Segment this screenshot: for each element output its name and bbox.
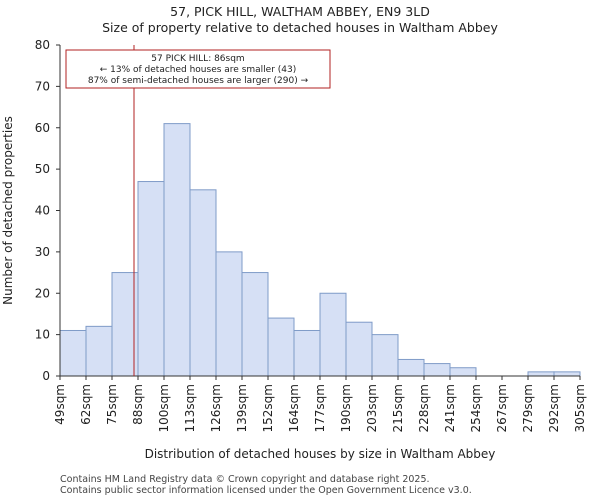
- y-tick-label: 0: [42, 369, 50, 383]
- bar: [189, 189, 217, 377]
- bar: [371, 334, 399, 377]
- annotation-line3: 87% of semi-detached houses are larger (…: [88, 76, 309, 86]
- bar: [163, 123, 191, 377]
- annotation-line1: 57 PICK HILL: 86sqm: [151, 54, 244, 64]
- x-tick-label: 164sqm: [287, 384, 301, 432]
- ticks-group: 0 10 20 30 40 50 60 70 80 49sqm 62sqm 75sqm 88sqm 100…: [35, 38, 587, 432]
- annotation-box: 57 PICK HILL: 86sqm ← 13% of detached ho…: [65, 49, 331, 89]
- bar: [85, 325, 113, 377]
- chart-title: 57, PICK HILL, WALTHAM ABBEY, EN9 3LD: [170, 4, 430, 19]
- y-tick-label: 50: [35, 162, 50, 176]
- x-tick-label: 305sqm: [573, 384, 587, 432]
- x-tick-label: 177sqm: [313, 384, 327, 432]
- y-tick-label: 10: [35, 328, 50, 342]
- bar: [215, 251, 243, 377]
- annotation-frame: [65, 49, 331, 89]
- x-tick-label: 203sqm: [365, 384, 379, 432]
- x-tick-label: 49sqm: [53, 384, 67, 425]
- bar: [267, 317, 295, 377]
- y-tick-label: 80: [35, 38, 50, 52]
- bar: [293, 329, 321, 377]
- x-tick-label: 100sqm: [157, 384, 171, 432]
- x-tick-label: 241sqm: [443, 384, 457, 432]
- y-axis-label: Number of detached properties: [1, 116, 15, 305]
- x-axis-label: Distribution of detached houses by size …: [145, 447, 496, 461]
- x-tick-label: 228sqm: [417, 384, 431, 432]
- x-tick-label: 215sqm: [391, 384, 405, 432]
- bar: [59, 329, 87, 377]
- footer-copyright: Contains HM Land Registry data © Crown c…: [60, 474, 430, 485]
- bar: [423, 363, 451, 377]
- bar: [397, 358, 425, 377]
- annotation-line2: ← 13% of detached houses are smaller (43…: [100, 65, 297, 75]
- bar: [241, 272, 269, 377]
- y-tick-label: 60: [35, 121, 50, 135]
- x-tick-label: 267sqm: [495, 384, 509, 432]
- x-tick-label: 139sqm: [235, 384, 249, 432]
- x-tick-label: 279sqm: [521, 384, 535, 432]
- y-tick-label: 30: [35, 245, 50, 259]
- y-tick-label: 20: [35, 286, 50, 300]
- footer-licence: Contains public sector information licen…: [60, 485, 472, 496]
- chart-subtitle: Size of property relative to detached ho…: [102, 20, 498, 35]
- x-tick-label: 254sqm: [469, 384, 483, 432]
- x-tick-label: 126sqm: [209, 384, 223, 432]
- x-tick-label: 152sqm: [261, 384, 275, 432]
- y-tick-label: 40: [35, 204, 50, 218]
- x-tick-label: 190sqm: [339, 384, 353, 432]
- bar: [553, 371, 581, 377]
- x-tick-label: 88sqm: [131, 384, 145, 425]
- x-tick-label: 292sqm: [547, 384, 561, 432]
- x-tick-label: 113sqm: [183, 384, 197, 432]
- bars-group: [59, 123, 581, 377]
- bar: [319, 292, 347, 377]
- x-tick-label: 62sqm: [79, 384, 93, 425]
- bar: [137, 181, 165, 377]
- bar: [527, 371, 555, 377]
- bar: [449, 367, 477, 377]
- y-tick-label: 70: [35, 79, 50, 93]
- bar: [345, 321, 373, 377]
- x-tick-label: 75sqm: [105, 384, 119, 425]
